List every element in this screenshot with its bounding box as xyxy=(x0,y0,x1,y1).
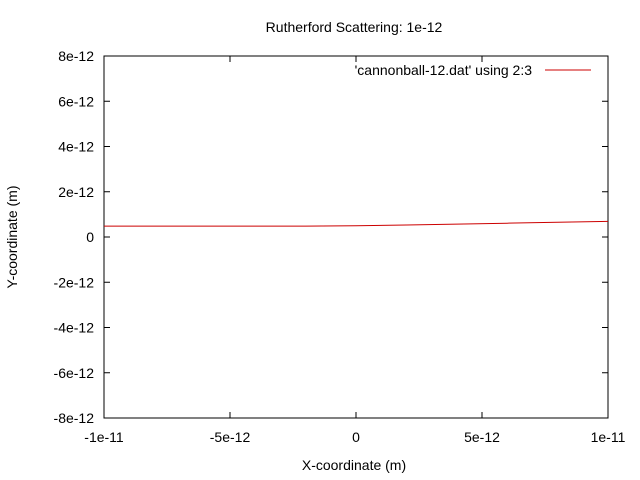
series-line xyxy=(104,220,609,227)
x-tick-label: 5e-12 xyxy=(464,429,500,445)
x-tick-label: -1e-11 xyxy=(84,429,124,445)
plot-frame xyxy=(103,55,609,419)
tick-layer: -1e-11 -5e-12 0 5e-12 1e-11 -8e-12 -6e-12 -4e-1… xyxy=(54,48,626,445)
y-tick-label: 2e-12 xyxy=(58,184,94,200)
y-tick-label: -6e-12 xyxy=(54,365,95,381)
x-tick-label: 1e-11 xyxy=(591,429,626,445)
series-layer xyxy=(104,220,609,227)
y-tick-label: -2e-12 xyxy=(54,274,95,290)
legend-label: 'cannonball-12.dat' using 2:3 xyxy=(355,62,533,78)
x-tick-label: 0 xyxy=(352,429,360,445)
y-tick-label: 4e-12 xyxy=(58,139,94,155)
y-tick-label: -4e-12 xyxy=(54,320,95,336)
y-tick-label: -8e-12 xyxy=(54,410,95,426)
y-tick-label: 6e-12 xyxy=(58,93,94,109)
y-tick-label: 0 xyxy=(86,229,94,245)
legend: 'cannonball-12.dat' using 2:3 xyxy=(355,62,591,78)
y-axis-label: Y-coordinate (m) xyxy=(4,186,20,289)
x-tick-label: -5e-12 xyxy=(210,429,251,445)
y-tick-label: 8e-12 xyxy=(58,48,94,64)
chart-title: Rutherford Scattering: 1e-12 xyxy=(266,19,443,35)
x-axis-label: X-coordinate (m) xyxy=(302,457,406,473)
